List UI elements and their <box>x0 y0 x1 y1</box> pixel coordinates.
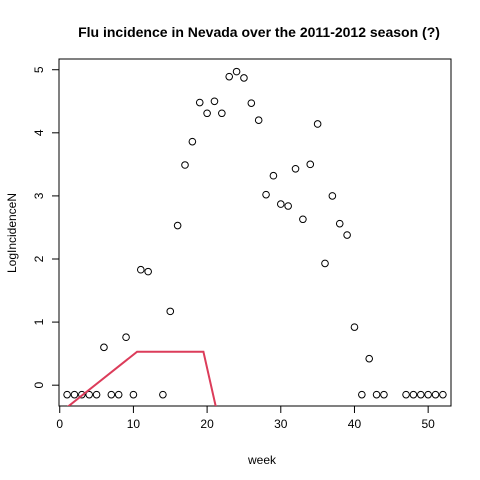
data-point <box>166 307 175 316</box>
data-point <box>129 390 138 399</box>
data-point <box>159 390 167 399</box>
fitted-curve-line <box>67 350 217 406</box>
data-point <box>335 219 344 228</box>
data-point <box>262 190 270 199</box>
x-axis: 0 10 20 30 40 50 <box>56 405 435 431</box>
data-point <box>85 390 94 399</box>
data-point <box>78 390 86 399</box>
data-point <box>100 343 108 352</box>
y-tick-label: 0 <box>32 382 46 389</box>
data-point <box>276 200 285 208</box>
y-tick-label: 2 <box>32 255 46 262</box>
data-point <box>173 221 182 230</box>
data-point <box>247 99 256 107</box>
data-point <box>358 390 366 399</box>
data-point <box>240 74 248 82</box>
data-point <box>424 390 432 399</box>
data-point <box>122 333 130 342</box>
data-point <box>254 116 263 124</box>
y-tick-label: 1 <box>32 318 46 325</box>
data-point <box>350 323 359 331</box>
data-point <box>313 120 322 128</box>
data-point <box>92 390 101 399</box>
y-axis: 0 1 2 3 4 5 <box>32 66 60 389</box>
x-tick-label: 10 <box>127 417 141 431</box>
data-point <box>232 67 241 76</box>
y-axis-label: LogIncidenceN <box>5 193 19 273</box>
data-point <box>136 265 145 274</box>
x-tick-label: 0 <box>56 417 63 431</box>
data-point <box>365 354 374 363</box>
data-point <box>380 390 388 399</box>
data-point <box>291 164 300 173</box>
data-point <box>181 161 189 169</box>
x-tick-label: 20 <box>200 417 214 431</box>
data-point <box>203 109 211 118</box>
x-tick-label: 50 <box>421 417 435 431</box>
y-tick-label: 4 <box>32 129 46 136</box>
chart-title: Flu incidence in Nevada over the 2011-20… <box>78 24 440 40</box>
data-point <box>188 137 197 146</box>
data-point <box>343 231 351 239</box>
data-point <box>299 215 307 224</box>
data-point <box>218 109 226 118</box>
y-tick-label: 3 <box>32 192 46 199</box>
data-point <box>328 192 337 200</box>
data-point <box>321 259 329 268</box>
data-point <box>63 390 71 399</box>
x-tick-label: 40 <box>348 417 362 431</box>
data-point <box>144 267 152 276</box>
data-point <box>409 390 418 399</box>
data-point <box>416 390 425 399</box>
data-point <box>439 390 447 399</box>
series-layer <box>63 67 447 406</box>
data-point <box>195 98 204 107</box>
x-tick-label: 30 <box>274 417 288 431</box>
data-point <box>107 390 116 399</box>
series-group <box>63 67 447 406</box>
data-point <box>372 390 381 399</box>
data-point <box>210 97 219 106</box>
plot-area-border <box>58 58 452 407</box>
data-point <box>269 171 278 180</box>
data-point <box>402 390 410 399</box>
data-point <box>284 202 292 210</box>
data-point <box>431 390 440 399</box>
y-tick-label: 5 <box>32 66 46 73</box>
x-axis-label: week <box>247 453 277 467</box>
data-point <box>114 390 123 399</box>
data-point <box>306 160 315 169</box>
data-point <box>70 390 79 399</box>
data-point <box>225 72 234 81</box>
